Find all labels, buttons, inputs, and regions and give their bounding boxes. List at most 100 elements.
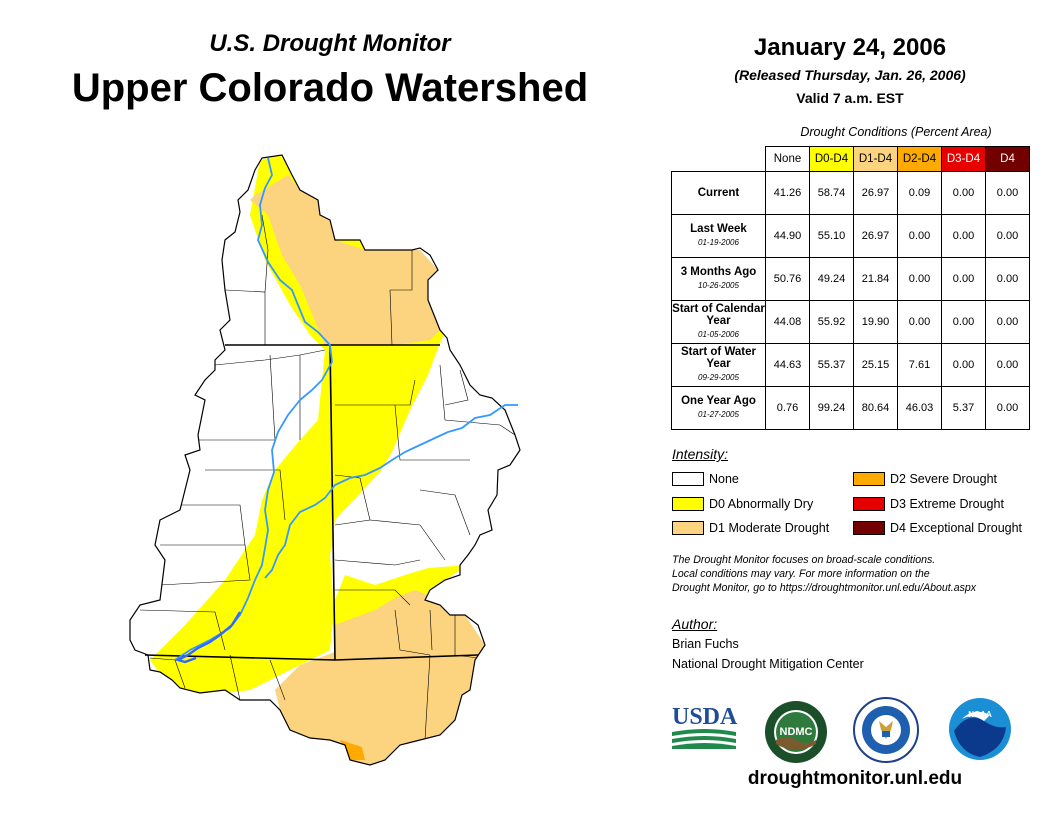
column-header: D0-D4 bbox=[809, 146, 854, 172]
legend-item-d2: D2 Severe Drought bbox=[853, 472, 997, 486]
table-body: Current 41.26 58.74 26.97 0.09 0.00 0.00 Last W… bbox=[671, 171, 1030, 430]
row-header: Start of Water Year 09-29-2005 bbox=[671, 343, 766, 387]
table-header-row: None D0-D4 D1-D4 D2-D4 D3-D4 D4 bbox=[672, 146, 1030, 172]
author-organization: National Drought Mitigation Center bbox=[672, 657, 864, 671]
table-cell: 55.37 bbox=[809, 343, 854, 387]
noaa-logo-text: NOAA bbox=[968, 710, 992, 719]
author-name: Brian Fuchs bbox=[672, 637, 739, 651]
table-cell: 44.90 bbox=[765, 214, 810, 258]
row-date: 01-05-2006 bbox=[698, 330, 739, 339]
row-label: Start of Water Year bbox=[681, 346, 756, 370]
table-cell: 0.00 bbox=[985, 171, 1030, 215]
disclaimer-note: The Drought Monitor focuses on broad-sca… bbox=[672, 553, 1052, 595]
column-header: D3-D4 bbox=[941, 146, 986, 172]
ndmc-logo: NDMC bbox=[765, 701, 827, 763]
table-cell: 55.10 bbox=[809, 214, 854, 258]
row-label: Current bbox=[697, 187, 740, 199]
usda-logo: USDA bbox=[672, 704, 738, 749]
release-date: (Released Thursday, Jan. 26, 2006) bbox=[734, 67, 966, 83]
table-cell: 55.92 bbox=[809, 300, 854, 344]
table-cell: 0.00 bbox=[941, 171, 986, 215]
legend-item-d4: D4 Exceptional Drought bbox=[853, 521, 1022, 535]
table-cell: 0.00 bbox=[897, 300, 942, 344]
table-cell: 80.64 bbox=[853, 386, 898, 430]
row-label: Start of Calendar Year bbox=[672, 303, 765, 327]
table-cell: 0.00 bbox=[985, 257, 1030, 301]
legend-swatch bbox=[853, 521, 885, 535]
table-caption: Drought Conditions (Percent Area) bbox=[800, 125, 992, 139]
d1-south-area bbox=[275, 590, 485, 765]
state-lines bbox=[144, 344, 479, 661]
row-date: 10-26-2005 bbox=[698, 281, 739, 290]
table-cell: 0.00 bbox=[941, 257, 986, 301]
table-cell: 44.08 bbox=[765, 300, 810, 344]
row-header: Current bbox=[671, 171, 766, 215]
drought-areas bbox=[150, 155, 485, 765]
d1-north-area bbox=[250, 175, 440, 345]
column-header: D2-D4 bbox=[897, 146, 942, 172]
note-line: Drought Monitor, go to https://droughtmo… bbox=[672, 582, 977, 594]
table-row: Current 41.26 58.74 26.97 0.09 0.00 0.00 bbox=[671, 171, 1030, 215]
commerce-seal-logo bbox=[853, 697, 919, 763]
colorado-river bbox=[264, 404, 518, 579]
table-cell: 0.09 bbox=[897, 171, 942, 215]
note-line: The Drought Monitor focuses on broad-sca… bbox=[672, 554, 936, 566]
column-header: None bbox=[765, 146, 810, 172]
d2-area bbox=[340, 740, 365, 760]
row-label: 3 Months Ago bbox=[680, 266, 757, 278]
legend-swatch bbox=[672, 472, 704, 486]
drought-statistics-table: None D0-D4 D1-D4 D2-D4 D3-D4 D4 Current 4… bbox=[671, 146, 1030, 430]
table-cell: 0.00 bbox=[941, 214, 986, 258]
table-cell: 50.76 bbox=[765, 257, 810, 301]
table-cell: 25.15 bbox=[853, 343, 898, 387]
table-row: 3 Months Ago 10-26-2005 50.76 49.24 21.84 0.0… bbox=[671, 257, 1030, 301]
legend-label: D1 Moderate Drought bbox=[709, 521, 830, 535]
legend-item-d0: D0 Abnormally Dry bbox=[672, 497, 813, 511]
legend-label: None bbox=[709, 472, 739, 486]
drought-map bbox=[129, 154, 521, 766]
basin-outline bbox=[129, 154, 521, 766]
row-date: 01-19-2006 bbox=[698, 238, 739, 247]
row-header: Last Week 01-19-2006 bbox=[671, 214, 766, 258]
table-cell: 0.00 bbox=[985, 343, 1030, 387]
table-cell: 41.26 bbox=[765, 171, 810, 215]
table-cell: 0.00 bbox=[985, 386, 1030, 430]
table-cell: 0.00 bbox=[985, 214, 1030, 258]
column-header: D1-D4 bbox=[853, 146, 898, 172]
author-heading: Author: bbox=[672, 616, 718, 632]
table-cell: 0.76 bbox=[765, 386, 810, 430]
table-cell: 21.84 bbox=[853, 257, 898, 301]
legend-swatch bbox=[853, 497, 885, 511]
table-cell: 0.00 bbox=[897, 214, 942, 258]
ndmc-logo-text: NDMC bbox=[780, 726, 813, 738]
legend-item-d1: D1 Moderate Drought bbox=[672, 521, 829, 535]
row-date: 01-27-2005 bbox=[698, 410, 739, 419]
table-cell: 0.00 bbox=[985, 300, 1030, 344]
valid-date: January 24, 2006 bbox=[753, 34, 947, 61]
map-title: Upper Colorado Watershed bbox=[71, 66, 589, 110]
row-header: 3 Months Ago 10-26-2005 bbox=[671, 257, 766, 301]
table-cell: 19.90 bbox=[853, 300, 898, 344]
table-cell: 0.00 bbox=[897, 257, 942, 301]
column-header: D4 bbox=[985, 146, 1030, 172]
table-cell: 0.00 bbox=[941, 343, 986, 387]
legend-item-d3: D3 Extreme Drought bbox=[853, 497, 1004, 511]
table-corner bbox=[672, 147, 766, 172]
legend-label: D2 Severe Drought bbox=[890, 472, 998, 486]
noaa-logo: NOAA bbox=[949, 698, 1011, 760]
county-lines bbox=[139, 214, 516, 741]
legend-swatch bbox=[672, 521, 704, 535]
table-row: Start of Calendar Year 01-05-2006 44.08 55.… bbox=[671, 300, 1030, 344]
website-url[interactable]: droughtmonitor.unl.edu bbox=[747, 768, 963, 789]
table-row: One Year Ago 01-27-2005 0.76 99.24 80.64 46.0… bbox=[671, 386, 1030, 430]
legend-title: Intensity: bbox=[672, 446, 729, 462]
table-cell: 26.97 bbox=[853, 214, 898, 258]
row-header: One Year Ago 01-27-2005 bbox=[671, 386, 766, 430]
table-cell: 46.03 bbox=[897, 386, 942, 430]
legend-swatch bbox=[672, 497, 704, 511]
map-subtitle: U.S. Drought Monitor bbox=[209, 30, 451, 57]
lake-powell bbox=[174, 611, 242, 664]
legend-label: D3 Extreme Drought bbox=[890, 497, 1004, 511]
row-header: Start of Calendar Year 01-05-2006 bbox=[671, 300, 766, 344]
legend-item-none: None bbox=[672, 472, 739, 486]
